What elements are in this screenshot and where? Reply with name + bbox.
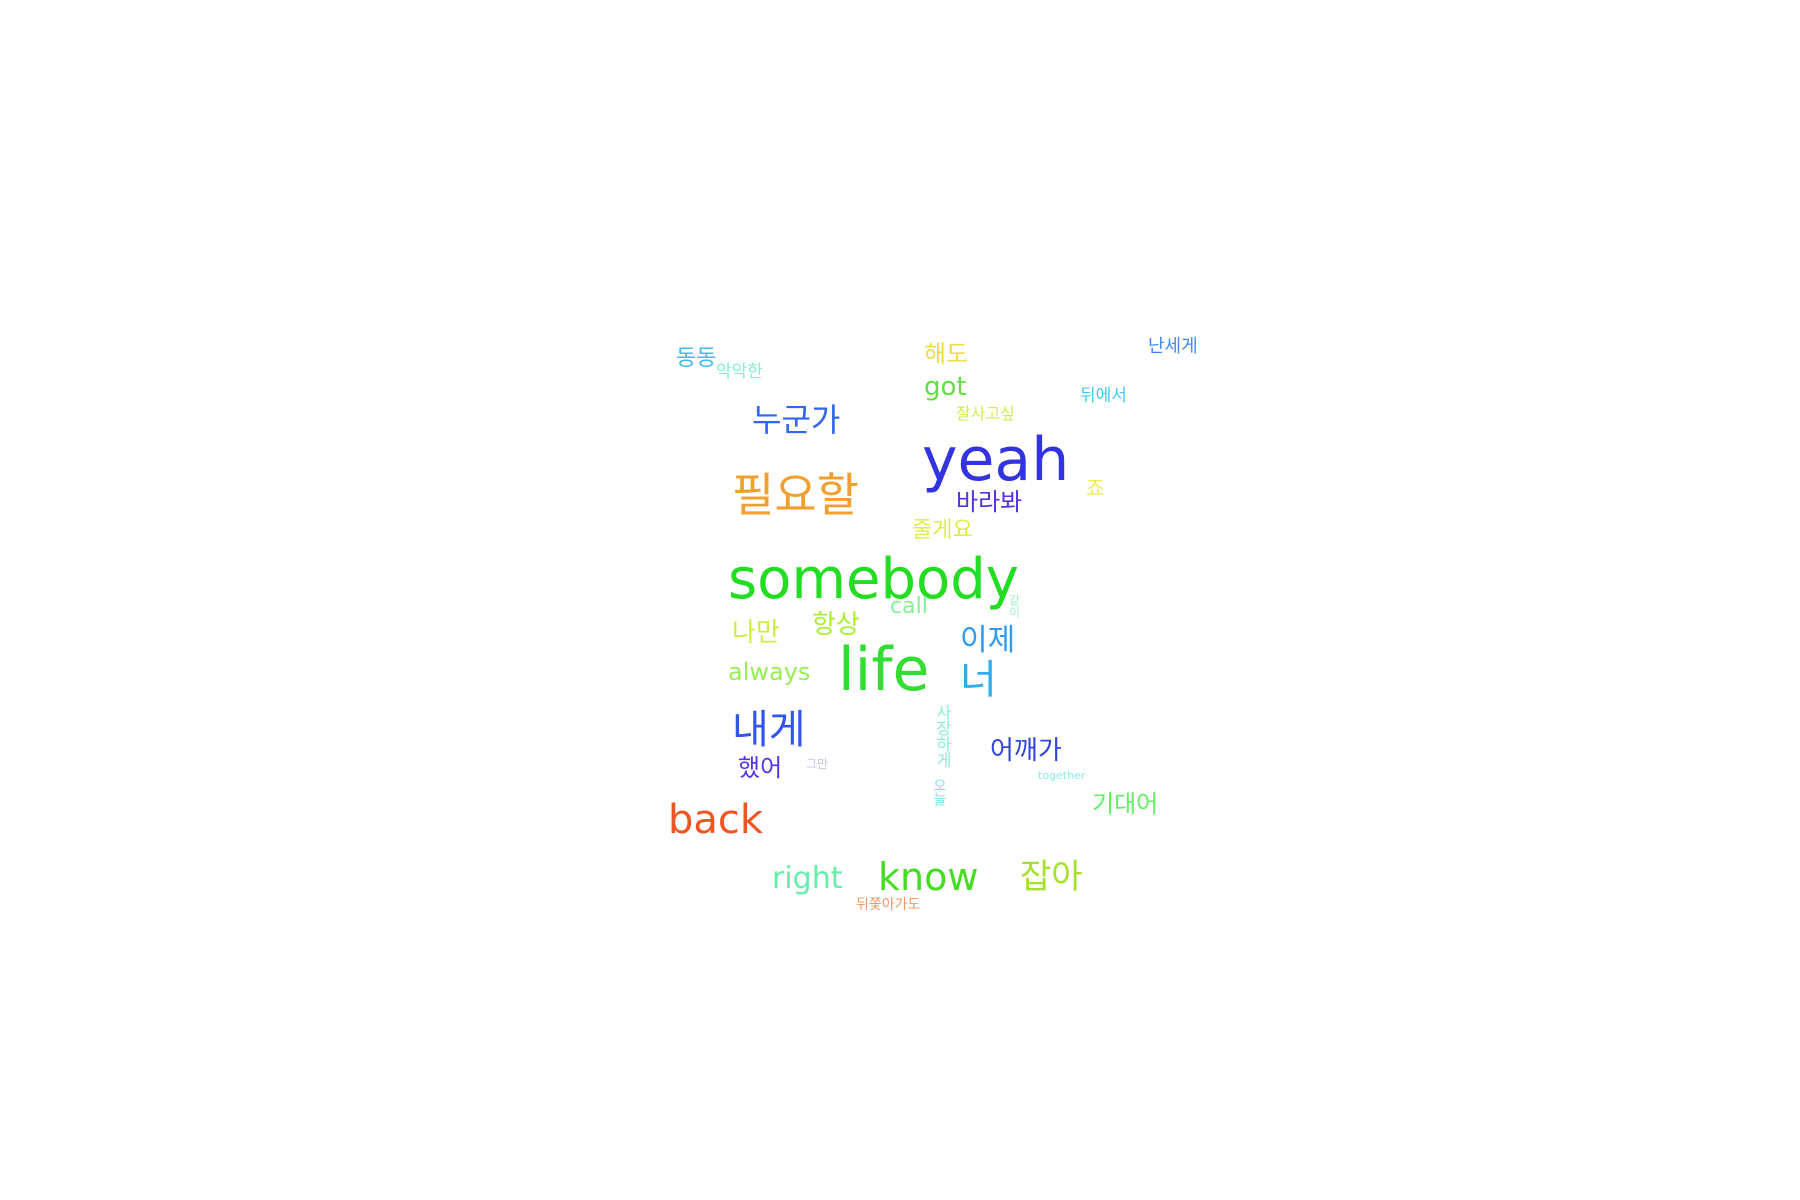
word-nanege: 난세게 [1148, 336, 1198, 357]
word-got: got [924, 372, 967, 402]
word-teumyeo: 뒤쫓아가도 [856, 897, 921, 913]
word-aktaktan: 악악한 [716, 362, 763, 382]
word-naege: 내게 [732, 707, 806, 753]
word-geuma: 그만 [806, 757, 829, 771]
word-eokkaega: 어깨가 [990, 736, 1062, 766]
word-hangsang: 항상 [812, 610, 860, 640]
word-life: life [838, 635, 930, 705]
word-haedo: 해도 [924, 340, 969, 368]
word-jo: 죠 [1086, 476, 1105, 500]
word-gidaeeo: 기대어 [1092, 790, 1159, 818]
word-somebody: somebody [728, 547, 1019, 612]
word-baraba: 바라봐 [956, 488, 1023, 516]
word-yeah: yeah [922, 425, 1070, 495]
word-always: always [728, 658, 811, 686]
word-neo: 너 [960, 657, 997, 703]
word-piryohal: 필요할 [732, 468, 859, 522]
word-dwieseo: 뒤에서 [1080, 386, 1127, 406]
word-call: call [890, 594, 928, 619]
word-know: know [878, 855, 979, 899]
word-nugunga: 누군가 [752, 401, 841, 439]
word-sajanghaeg: 사장하게 [933, 704, 952, 768]
word-ije: 이제 [960, 623, 1016, 658]
word-jaba: 잡아 [1020, 857, 1083, 897]
word-right: right [772, 861, 843, 896]
word-haesseo: 했어 [738, 754, 783, 782]
word-back: back [668, 797, 764, 843]
word-tail: 같이 [1007, 594, 1021, 618]
word-oneul: 오늘 [931, 778, 947, 806]
word-together: together [1038, 769, 1086, 782]
word-naman: 나만 [732, 618, 780, 648]
word-jalsalgo: 잘사고싶 [956, 404, 1015, 423]
word-dongdong: 동동 [676, 346, 717, 371]
word-jugeyo: 줄게요 [912, 518, 973, 543]
